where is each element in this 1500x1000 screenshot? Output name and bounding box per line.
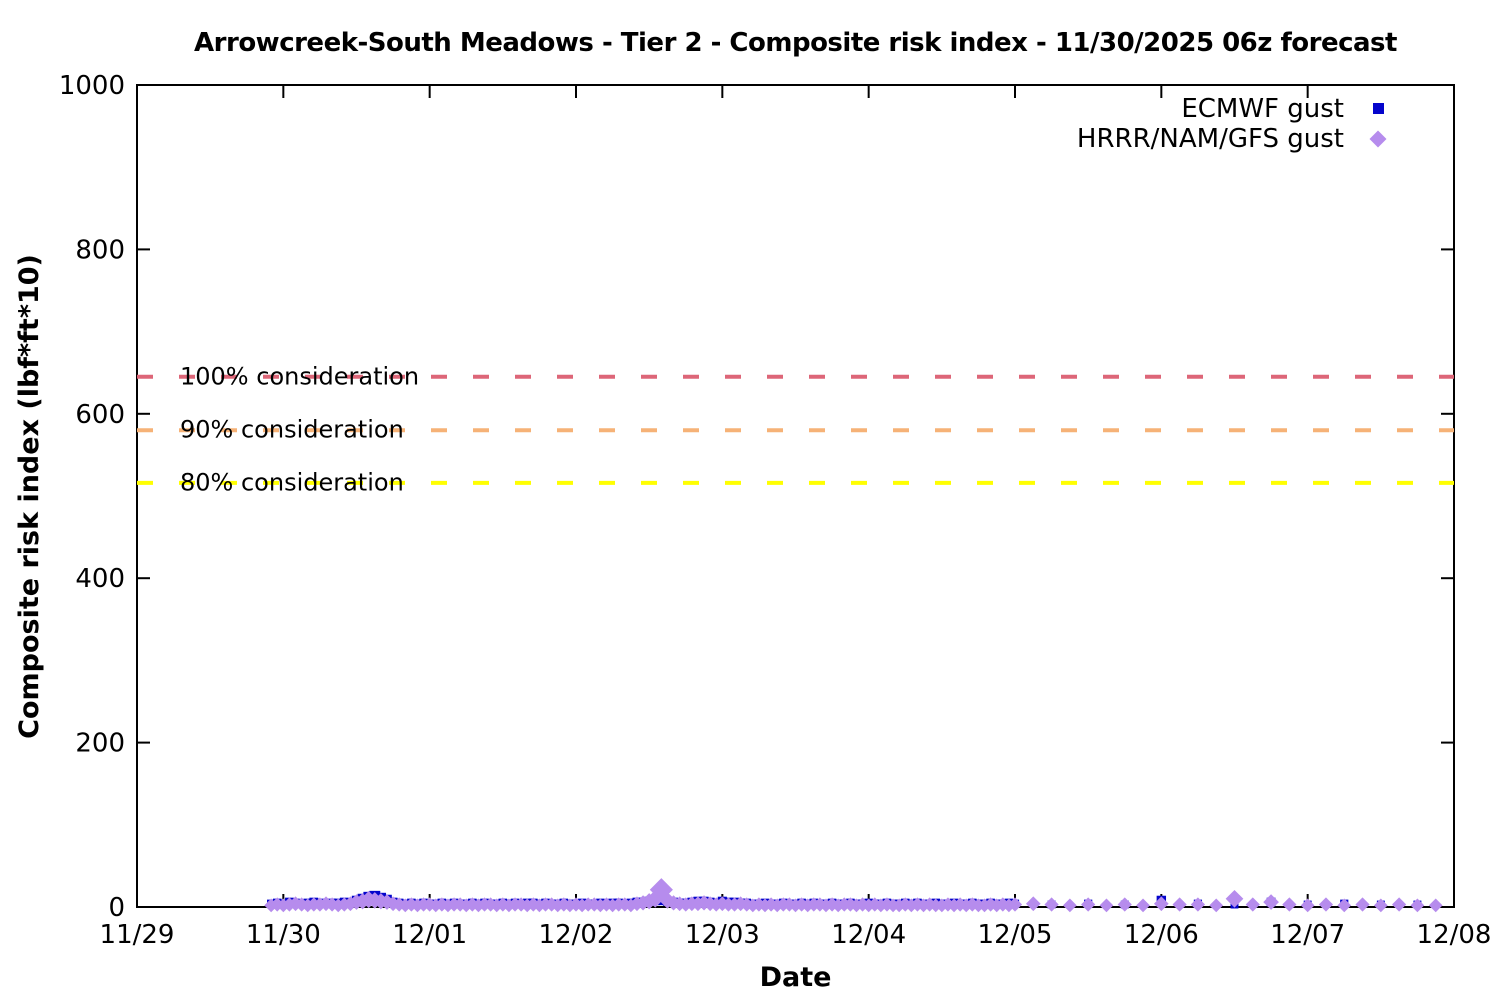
data-point-marker [1282,897,1297,912]
x-tick-label: 12/04 [831,920,906,950]
legend-label-ecmwf: ECMWF gust [1181,93,1344,124]
data-point-marker [1172,897,1187,912]
data-point-marker [1245,897,1260,912]
series-hrrr-nam-gfs-gust [264,878,1443,913]
y-tick-label: 0 [108,893,125,923]
x-tick-label: 12/02 [539,920,614,950]
data-point-marker [1373,898,1388,913]
data-point-marker [1300,898,1315,913]
data-point-marker [1190,897,1206,912]
y-tick-label: 1000 [59,71,125,101]
x-tick-label: 11/29 [100,920,175,950]
legend-square-marker-icon [1372,103,1384,114]
chart-title: Arrowcreek-South Meadows - Tier 2 - Comp… [194,28,1397,58]
x-axis-label: Date [759,962,832,993]
legend-swatch-wrap [1352,103,1404,114]
data-point-marker [1209,898,1224,913]
data-point-marker [1136,898,1150,913]
data-point-marker [1081,897,1096,912]
legend: ECMWF gust HRRR/NAM/GFS gust [1076,93,1404,154]
data-point-marker [1337,898,1352,913]
x-tick-label: 12/03 [685,920,760,950]
data-point-marker [1117,897,1132,912]
data-point-marker [1355,897,1370,912]
x-tick-label: 12/08 [1417,920,1492,950]
data-point-marker [1318,897,1334,912]
data-point-marker [1428,898,1443,913]
data-point-marker [1007,897,1023,912]
data-point-marker [1044,897,1059,912]
data-point-marker [1099,898,1114,913]
x-tick-label: 12/07 [1270,920,1345,950]
threshold-label-80: 80% consideration [180,468,404,497]
x-tick-label: 11/30 [246,920,321,950]
threshold-label-90: 90% consideration [180,415,404,444]
x-tick-label: 12/05 [978,920,1053,950]
data-point-marker [1063,898,1077,913]
data-point-marker [1410,898,1425,913]
data-point-marker [1225,889,1244,908]
data-point-marker [1153,896,1169,912]
legend-row-hrrr: HRRR/NAM/GFS gust [1076,123,1404,154]
legend-row-ecmwf: ECMWF gust [1077,93,1404,124]
y-tick-label: 400 [75,564,125,594]
threshold-label-100: 100% consideration [180,362,420,391]
x-tick-label: 12/06 [1124,920,1199,950]
legend-swatch-wrap [1352,130,1404,147]
data-point-marker [1025,896,1041,912]
y-tick-label: 800 [75,235,125,265]
y-tick-label: 200 [75,729,125,759]
legend-label-hrrr: HRRR/NAM/GFS gust [1076,123,1344,154]
x-tick-label: 12/01 [392,920,467,950]
legend-diamond-marker-icon [1369,130,1387,147]
y-tick-label: 600 [75,400,125,430]
data-point-marker [1392,897,1407,912]
